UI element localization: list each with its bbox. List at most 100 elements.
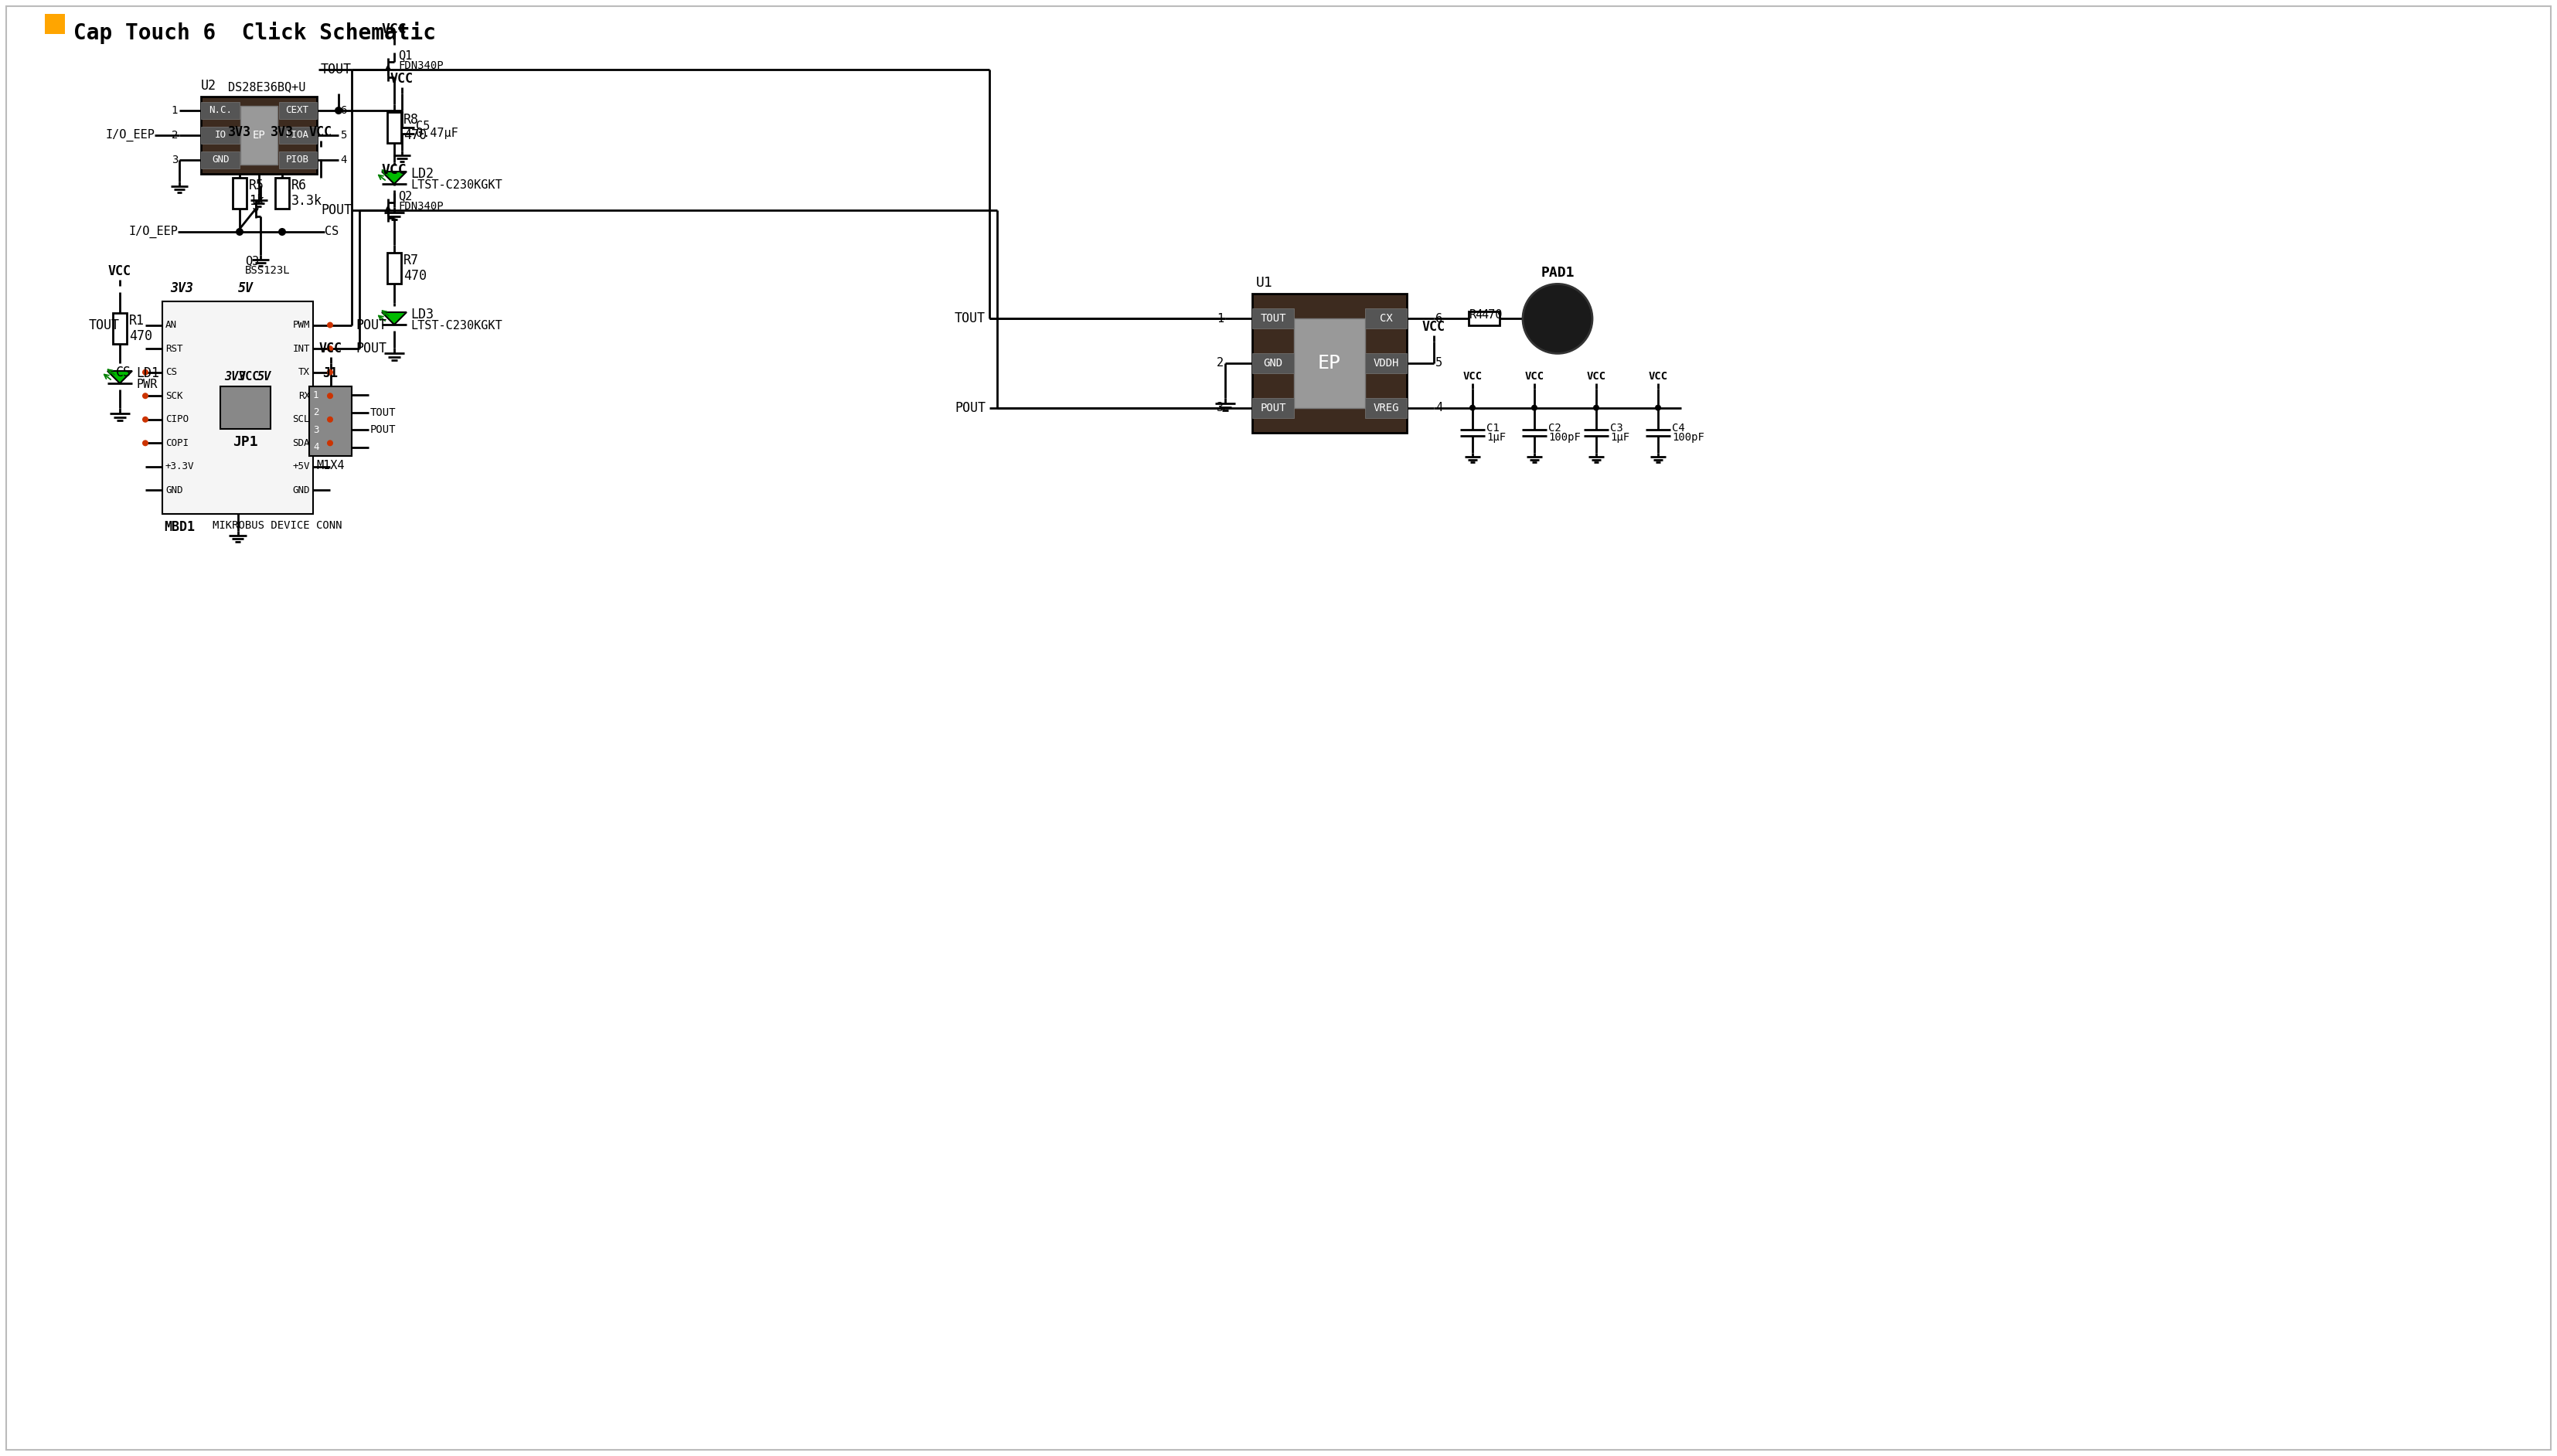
Text: CS: CS	[115, 365, 130, 379]
Text: GND: GND	[291, 485, 309, 495]
Bar	[202, 127, 240, 144]
Text: VCC: VCC	[107, 265, 130, 278]
Text: GND: GND	[166, 485, 182, 495]
Text: I/O_EEP: I/O_EEP	[128, 226, 179, 239]
Text: 470: 470	[128, 329, 153, 344]
Text: Q3: Q3	[245, 255, 258, 266]
Text: +3.3V: +3.3V	[166, 462, 194, 472]
Bar	[46, 15, 64, 33]
Bar	[1365, 354, 1406, 373]
Text: POUT: POUT	[320, 204, 353, 217]
Text: 3.3k: 3.3k	[291, 194, 322, 208]
Text: TOUT: TOUT	[954, 312, 984, 326]
Text: C4: C4	[1672, 422, 1685, 434]
Bar	[220, 386, 271, 430]
Bar	[1468, 312, 1498, 326]
Bar	[309, 386, 353, 456]
Text: MIKROBUS DEVICE CONN: MIKROBUS DEVICE CONN	[212, 520, 343, 531]
Text: FDN340P: FDN340P	[399, 201, 442, 211]
Text: COPI: COPI	[166, 438, 189, 448]
Text: POUT: POUT	[355, 317, 386, 332]
Text: LTST-C230KGKT: LTST-C230KGKT	[412, 320, 501, 332]
Circle shape	[143, 370, 148, 376]
Text: CIPO: CIPO	[166, 415, 189, 425]
Bar	[1253, 354, 1294, 373]
Text: 1: 1	[171, 105, 179, 116]
Text: 6: 6	[1434, 313, 1442, 325]
Text: N.C.: N.C.	[210, 105, 233, 115]
Text: 1k: 1k	[248, 194, 263, 208]
Text: EP: EP	[1317, 354, 1340, 373]
Text: R6: R6	[291, 179, 307, 192]
Circle shape	[279, 229, 286, 236]
Text: 470: 470	[404, 128, 427, 143]
Text: 3: 3	[1217, 402, 1225, 414]
Text: C2: C2	[1550, 422, 1562, 434]
Text: 6: 6	[340, 105, 348, 116]
Text: LTST-C230KGKT: LTST-C230KGKT	[412, 179, 501, 191]
Text: VCC: VCC	[381, 22, 407, 36]
Text: CEXT: CEXT	[286, 105, 309, 115]
Text: EP: EP	[253, 130, 266, 141]
Text: TOUT: TOUT	[320, 63, 353, 77]
Text: 4: 4	[312, 443, 320, 453]
Bar	[1253, 397, 1294, 418]
Text: Q2: Q2	[399, 191, 412, 202]
Text: LD3: LD3	[412, 307, 435, 322]
Text: VCC: VCC	[1524, 371, 1544, 381]
Text: RX: RX	[299, 390, 309, 400]
Bar	[276, 178, 289, 208]
Bar	[386, 112, 401, 143]
Text: TOUT: TOUT	[1261, 313, 1286, 325]
Text: CS: CS	[166, 367, 176, 377]
Text: 5: 5	[340, 130, 348, 141]
Circle shape	[327, 345, 332, 352]
Text: VREG: VREG	[1373, 402, 1399, 414]
Bar	[279, 102, 317, 119]
Text: 1: 1	[1217, 313, 1225, 325]
Text: 470: 470	[1481, 310, 1504, 320]
Text: VCC: VCC	[238, 371, 261, 383]
Text: 470: 470	[404, 269, 427, 282]
Text: 4: 4	[340, 154, 348, 166]
Circle shape	[327, 416, 332, 422]
Polygon shape	[381, 172, 407, 183]
Text: +5V: +5V	[291, 462, 309, 472]
Text: PWM: PWM	[291, 320, 309, 331]
Text: MBD1: MBD1	[164, 520, 194, 534]
Text: GND: GND	[212, 154, 230, 165]
Text: 4: 4	[1434, 402, 1442, 414]
Text: VCC: VCC	[1649, 371, 1667, 381]
Circle shape	[1524, 284, 1593, 354]
Text: PIOA: PIOA	[286, 130, 309, 140]
Text: R5: R5	[248, 179, 263, 192]
Text: JP1: JP1	[233, 435, 258, 448]
Text: 5: 5	[1434, 357, 1442, 368]
Circle shape	[335, 106, 343, 115]
Text: VCC: VCC	[1463, 371, 1483, 381]
Text: R1: R1	[128, 313, 146, 328]
Circle shape	[327, 393, 332, 399]
Text: POUT: POUT	[371, 425, 396, 435]
Text: R7: R7	[404, 253, 419, 268]
Text: VCC: VCC	[320, 342, 343, 355]
Text: Q1: Q1	[399, 50, 412, 61]
Text: 3: 3	[171, 154, 179, 166]
Text: CS: CS	[325, 226, 338, 237]
Polygon shape	[381, 312, 407, 325]
Text: POUT: POUT	[355, 342, 386, 355]
Text: VCC: VCC	[381, 163, 407, 178]
Text: 3V3: 3V3	[225, 371, 245, 383]
Text: R8: R8	[404, 112, 419, 127]
Text: 1: 1	[312, 390, 320, 400]
Text: 3V3: 3V3	[171, 281, 194, 296]
Text: C1: C1	[1486, 422, 1498, 434]
Bar	[386, 253, 401, 284]
Text: IO: IO	[215, 130, 228, 140]
Circle shape	[1532, 405, 1537, 411]
Text: SCK: SCK	[166, 390, 182, 400]
Text: VCC: VCC	[309, 125, 332, 140]
Text: RST: RST	[166, 344, 182, 354]
Text: VCC: VCC	[1585, 371, 1606, 381]
Text: 2: 2	[171, 130, 179, 141]
